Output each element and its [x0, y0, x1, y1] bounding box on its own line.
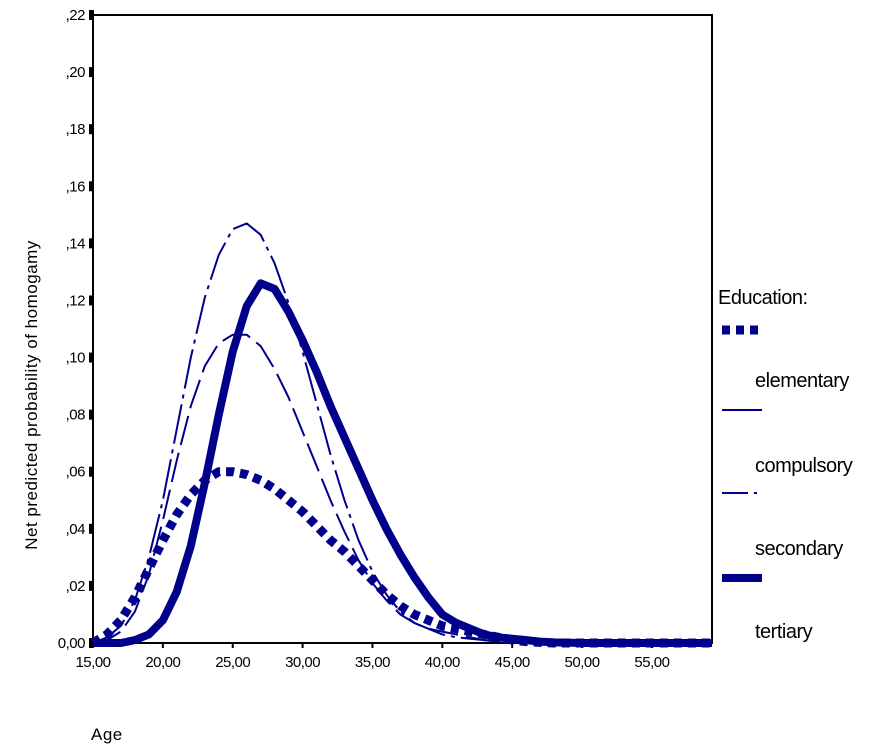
y-tick-label: ,18 [66, 121, 86, 138]
y-tick-mark [89, 409, 94, 420]
legend-label-elementary: elementary [755, 370, 849, 392]
x-tick-label: 30,00 [285, 654, 320, 671]
x-tick-label: 55,00 [634, 654, 669, 671]
plot-border [92, 14, 713, 644]
y-tick-label: ,22 [66, 7, 86, 24]
y-tick-label: ,04 [66, 521, 86, 538]
x-tick-label: 40,00 [425, 654, 460, 671]
y-tick-mark [89, 638, 94, 648]
y-tick-label: 0,00 [58, 635, 85, 652]
y-tick-label: ,16 [66, 178, 86, 195]
y-tick-label: ,20 [66, 64, 86, 81]
legend-label-secondary: secondary [755, 538, 843, 560]
y-tick-label: ,08 [66, 407, 86, 424]
legend-title: Education: [718, 287, 808, 309]
y-tick-label: ,06 [66, 464, 86, 481]
legend-label-tertiary: tertiary [755, 621, 813, 643]
x-tick-label: 25,00 [215, 654, 250, 671]
y-tick-mark [89, 466, 94, 477]
y-tick-mark [89, 238, 94, 249]
y-tick-mark [89, 124, 94, 135]
y-tick-label: ,02 [66, 578, 86, 595]
y-axis: 0,00 ,02 ,04 ,06 ,08 ,10 ,12 ,14 ,16 ,18 ,20 ,22 [58, 7, 94, 652]
y-tick-label: ,12 [66, 292, 86, 309]
y-tick-mark [89, 523, 94, 534]
x-tick-label: 50,00 [565, 654, 600, 671]
y-tick-mark [89, 580, 94, 591]
series-line-secondary [92, 222, 712, 644]
plot-frame [92, 14, 713, 644]
x-tick-label: 20,00 [145, 654, 180, 671]
y-tick-mark [89, 181, 94, 192]
y-tick-mark [89, 67, 94, 78]
series-group [90, 222, 712, 648]
series-line-tertiary [93, 279, 712, 647]
x-axis: 15,00 20,00 25,00 30,00 35,00 40,00 45,00 50,00… [75, 643, 670, 671]
y-tick-mark [89, 352, 94, 363]
y-tick-label: ,14 [66, 235, 86, 252]
x-tick-label: 15,00 [75, 654, 110, 671]
x-tick-label: 45,00 [495, 654, 530, 671]
y-tick-mark [89, 295, 94, 306]
x-tick-label: 35,00 [355, 654, 390, 671]
x-axis-title: Age [91, 725, 123, 744]
legend-label-compulsory: compulsory [755, 455, 853, 477]
y-tick-label: ,10 [66, 350, 86, 367]
y-axis-title: Net predicted probability of homogamy [22, 240, 41, 550]
y-tick-mark [89, 10, 94, 20]
legend: Education: elementary compulsory secondary… [718, 287, 853, 643]
